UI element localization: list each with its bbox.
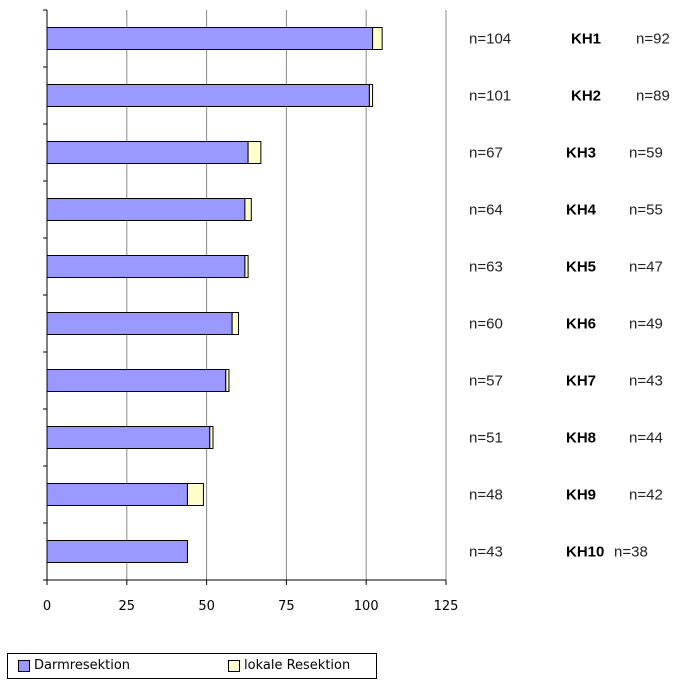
- row-label-kh: KH8: [566, 430, 596, 447]
- row-label-left: n=51: [469, 430, 503, 447]
- row-label-right: n=38: [614, 544, 648, 561]
- row-label-right: n=42: [629, 487, 663, 504]
- row-label-right: n=43: [629, 373, 663, 390]
- x-tick-label: 100: [354, 599, 379, 614]
- row-label-right: n=47: [629, 259, 663, 276]
- row-label-kh: KH2: [571, 88, 601, 105]
- row-label-kh: KH10: [566, 544, 604, 561]
- bar-kh1-series-1: [46, 27, 374, 50]
- bar-kh2-series-1: [46, 84, 370, 107]
- bar-kh5-series-2: [244, 255, 249, 278]
- legend-item-darmresektion: Darmresektion: [18, 658, 130, 673]
- row-label-kh: KH9: [566, 487, 596, 504]
- row-labels: n=104 KH1 n=92 n=101 KH2 n=89 n=67 KH3 n=59 n=64 K…: [469, 31, 670, 561]
- row-label-left: n=63: [469, 259, 503, 276]
- row-label-kh: KH3: [566, 145, 596, 162]
- bar-kh5-series-1: [46, 255, 246, 278]
- row-label-left: n=48: [469, 487, 503, 504]
- bar-kh4-series-1: [46, 198, 246, 221]
- x-tick-label: 125: [434, 599, 459, 614]
- row-label-right: n=49: [629, 316, 663, 333]
- bars: [46, 27, 383, 563]
- bar-kh8-series-2: [209, 426, 214, 449]
- row-label-kh: KH7: [566, 373, 596, 390]
- bar-kh6-series-2: [231, 312, 240, 335]
- x-tick-label: 50: [198, 599, 215, 614]
- row-label-left: n=104: [469, 31, 511, 48]
- bar-kh6-series-1: [46, 312, 233, 335]
- row-label-kh: KH6: [566, 316, 596, 333]
- bar-kh3-series-1: [46, 141, 249, 164]
- bar-kh10-series-1: [46, 540, 188, 563]
- bar-kh7-series-1: [46, 369, 227, 392]
- row-label-kh: KH4: [566, 202, 597, 219]
- bar-kh4-series-2: [244, 198, 252, 221]
- legend-swatch-lokale-resektion: [228, 659, 240, 672]
- row-label-kh: KH5: [566, 259, 596, 276]
- legend: Darmresektion lokale Resektion: [7, 653, 377, 679]
- row-label-left: n=67: [469, 145, 503, 162]
- legend-item-lokale-resektion: lokale Resektion: [228, 658, 350, 673]
- legend-label-darmresektion: Darmresektion: [34, 658, 131, 673]
- legend-label-lokale-resektion: lokale Resektion: [244, 658, 351, 673]
- bar-kh1-series-2: [372, 27, 383, 50]
- row-label-left: n=101: [469, 88, 511, 105]
- row-label-right: n=44: [629, 430, 663, 447]
- row-label-left: n=43: [469, 544, 503, 561]
- row-label-right: n=55: [629, 202, 663, 219]
- row-label-right: n=92: [636, 31, 670, 48]
- x-tick-label: 25: [119, 599, 136, 614]
- bar-kh9-series-2: [186, 483, 204, 506]
- bar-kh2-series-2: [368, 84, 374, 107]
- row-label-left: n=57: [469, 373, 503, 390]
- bar-kh7-series-2: [225, 369, 230, 392]
- legend-swatch-darmresektion: [18, 659, 30, 672]
- row-label-left: n=64: [469, 202, 503, 219]
- bar-kh9-series-1: [46, 483, 188, 506]
- x-tick-label: 75: [278, 599, 295, 614]
- bar-kh8-series-1: [46, 426, 211, 449]
- row-label-right: n=89: [636, 88, 670, 105]
- x-tick-label: 0: [43, 599, 51, 614]
- row-label-right: n=59: [629, 145, 663, 162]
- bar-kh3-series-2: [247, 141, 262, 164]
- x-tick-labels: 0 25 50 75 100 125: [43, 599, 459, 614]
- row-label-kh: KH1: [571, 31, 601, 48]
- row-label-left: n=60: [469, 316, 503, 333]
